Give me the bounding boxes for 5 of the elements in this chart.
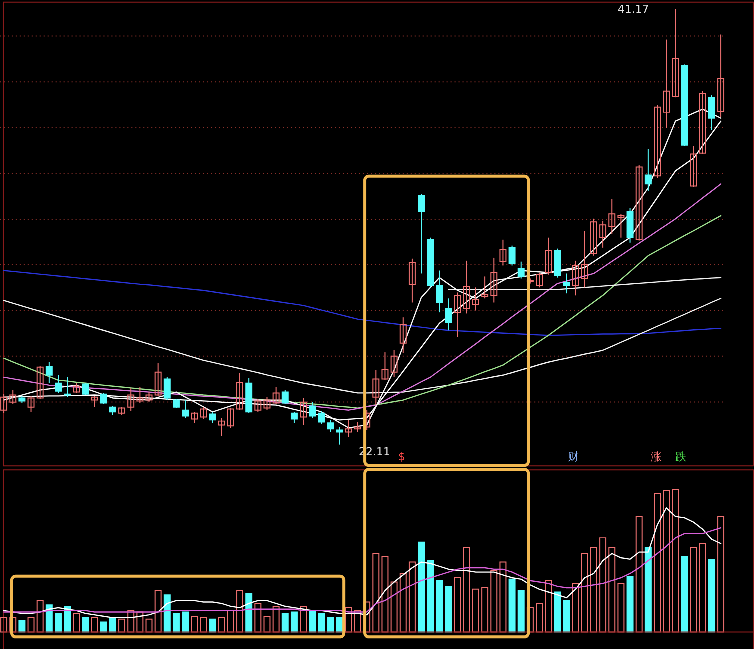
annotation: $ <box>398 450 406 464</box>
annotation: 涨 <box>650 450 662 464</box>
annotation: 跌 <box>676 450 687 464</box>
annotation: 财 <box>568 450 579 464</box>
annotation: 41.17 <box>618 2 650 16</box>
